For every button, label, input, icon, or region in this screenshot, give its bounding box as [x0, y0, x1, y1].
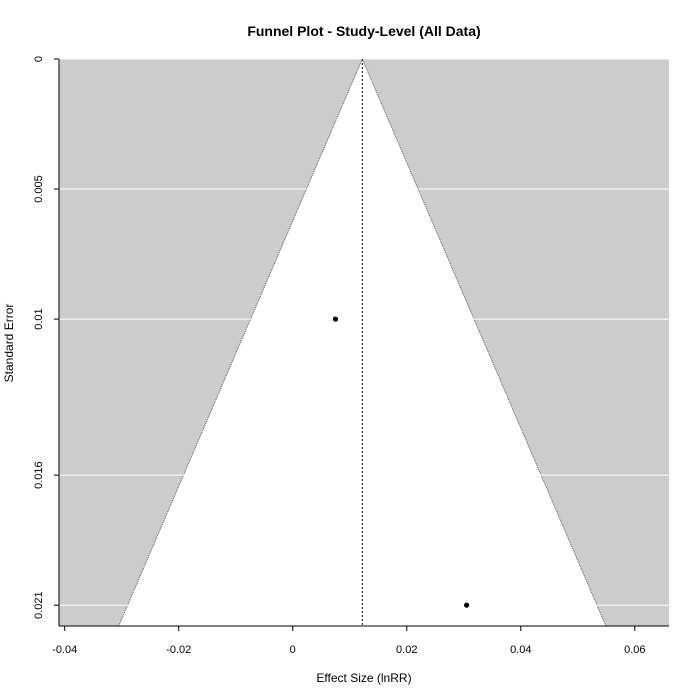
y-tick-label: 0.021 [33, 591, 45, 619]
x-tick-label: 0.04 [510, 644, 531, 656]
x-tick-label: -0.02 [166, 644, 191, 656]
funnel-region [118, 59, 606, 626]
funnel-edge-left [118, 59, 363, 626]
x-tick-label: -0.04 [52, 644, 77, 656]
y-tick-label: 0 [33, 56, 45, 62]
axes: -0.04 -0.02 0 0.02 0.04 0.06 0 0.005 0.01 0.016 0.… [33, 56, 669, 656]
y-axis-label: Standard Error [2, 304, 16, 383]
x-tick-label: 0.06 [624, 644, 645, 656]
x-tick-label: 0 [290, 644, 296, 656]
x-tick-label: 0.02 [396, 644, 417, 656]
plot-area [59, 59, 669, 626]
y-tick-label: 0.016 [33, 461, 45, 489]
x-axis-label: Effect Size (lnRR) [316, 671, 411, 685]
data-point-1 [332, 316, 339, 322]
data-point-2 [464, 602, 470, 608]
chart-title: Funnel Plot - Study-Level (All Data) [247, 23, 480, 39]
plot-inner [59, 59, 669, 626]
funnel-edge-right [361, 59, 607, 626]
y-tick-label: 0.01 [33, 308, 45, 329]
y-tick-label: 0.005 [33, 175, 45, 203]
